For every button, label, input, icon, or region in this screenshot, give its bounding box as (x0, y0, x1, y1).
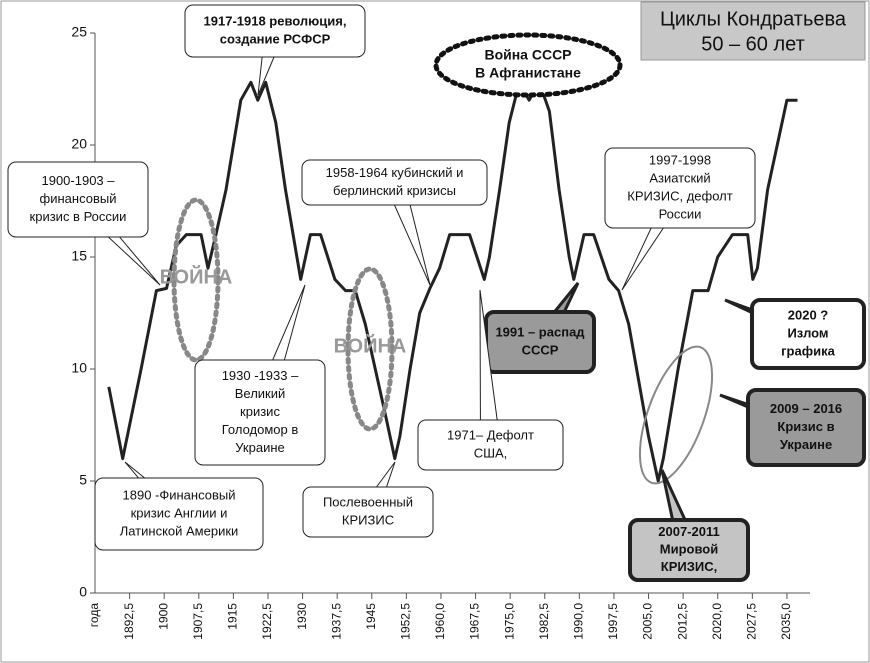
x-tick-label: 1945 (364, 603, 378, 630)
x-tick-label: 1892,5 (122, 603, 136, 640)
callout-box (750, 298, 866, 370)
annotation-text: создание РСФСР (220, 31, 331, 46)
annotation-text: финансовый (40, 191, 117, 206)
x-tick-label: 1967,5 (468, 603, 482, 640)
x-tick-label: 1930 (295, 603, 309, 630)
annotation-text: Азиатский (649, 170, 710, 185)
annotation-text: 1958-1964 кубинский и (326, 165, 464, 180)
x-tick-label: 2020,0 (710, 603, 724, 640)
x-tick-label: 1990,0 (572, 603, 586, 640)
chart-title: Циклы Кондратьева (660, 8, 847, 30)
annotation-text: В Афганистане (475, 65, 581, 81)
annotation-text: 1991 – распад (495, 324, 585, 339)
x-tick-label: 1960,0 (433, 603, 447, 640)
x-tick-label: 1907,5 (191, 603, 205, 640)
y-tick-label: 20 (71, 136, 87, 152)
annotation-text: 2020 ? (788, 307, 829, 322)
data-line (107, 80, 798, 483)
annotation-text: Украине (780, 437, 832, 452)
x-axis-label: года (87, 603, 101, 628)
annotation-text: 1900-1903 – (41, 173, 115, 188)
annotation-text: Латинской Америки (120, 523, 239, 538)
y-tick-label: 0 (79, 584, 87, 600)
annotation-text: Мировой (660, 541, 718, 556)
callout-box (94, 477, 264, 551)
x-tick-label: 1922,5 (260, 603, 274, 640)
annotation-text: 2009 – 2016 (770, 401, 842, 416)
y-tick-label: 25 (71, 24, 87, 40)
y-tick-label: 15 (71, 248, 87, 264)
y-tick-label: 5 (79, 472, 87, 488)
annotation-text: кризис Англии и (131, 505, 228, 520)
x-tick-label: 1982,5 (537, 603, 551, 640)
annotation-text: СССР (522, 342, 559, 357)
annotation-text: 1997-1998 (649, 152, 711, 167)
annotation-text: графика (781, 343, 835, 358)
annotation-text: кризис в России (30, 209, 127, 224)
annotation-text: КРИЗИС (342, 512, 394, 527)
annotation-text: 1917-1918 революция, (204, 13, 347, 28)
callout-box (194, 359, 326, 466)
annotation-text: КРИЗИС, дефолт (627, 188, 732, 203)
war-label: ВОЙНА (334, 333, 407, 357)
callout-box (7, 161, 149, 238)
crisis-oval (638, 345, 714, 485)
y-tick-label: 10 (71, 360, 87, 376)
callout-box (302, 486, 434, 538)
title-box (640, 1, 866, 61)
callout-box (628, 518, 750, 582)
annotation-text: Излом (787, 325, 828, 340)
x-tick-label: 1937,5 (329, 603, 343, 640)
x-tick-label: 1952,5 (399, 603, 413, 640)
annotation-text: 1890 -Финансовый (123, 487, 236, 502)
annotation-oval (433, 32, 623, 98)
x-tick-label: 2005,0 (641, 603, 655, 640)
annotation-text: Украине (235, 440, 285, 455)
x-tick-label: 2035,0 (779, 603, 793, 640)
callout-box (301, 159, 488, 206)
annotation-text: КРИЗИС, (661, 559, 717, 574)
x-tick-label: 2012,5 (675, 603, 689, 640)
x-tick-label: 1915 (226, 603, 240, 630)
chart-title: 50 – 60 лет (701, 33, 805, 55)
annotation-text: кризис (240, 404, 280, 419)
x-tick-label: 1900 (156, 603, 170, 630)
annotation-text: Послевоенный (323, 494, 413, 509)
callout-box (184, 4, 366, 58)
x-tick-label: 1997,5 (606, 603, 620, 640)
callout-box (604, 147, 756, 229)
x-tick-label: 1975,0 (502, 603, 516, 640)
annotation-text: берлинский кризисы (333, 183, 456, 198)
x-tick-label: 2027,5 (745, 603, 759, 640)
war-label: ВОЙНА (160, 264, 233, 288)
callout-box (746, 388, 866, 467)
annotation-text: США, (474, 445, 508, 460)
annotation-text: 1930 -1933 – (222, 368, 299, 383)
callout-box (417, 419, 564, 471)
annotation-text: Великий (235, 386, 286, 401)
annotation-text: Война СССР (484, 47, 571, 63)
war-oval (171, 197, 221, 363)
annotation-text: Голодомор в (222, 422, 299, 437)
annotation-text: Кризис в (777, 419, 834, 434)
annotation-text: России (659, 206, 702, 221)
war-oval (345, 266, 395, 432)
annotation-text: 2007-2011 (658, 524, 719, 539)
annotation-text: 1971– Дефолт (447, 427, 534, 442)
